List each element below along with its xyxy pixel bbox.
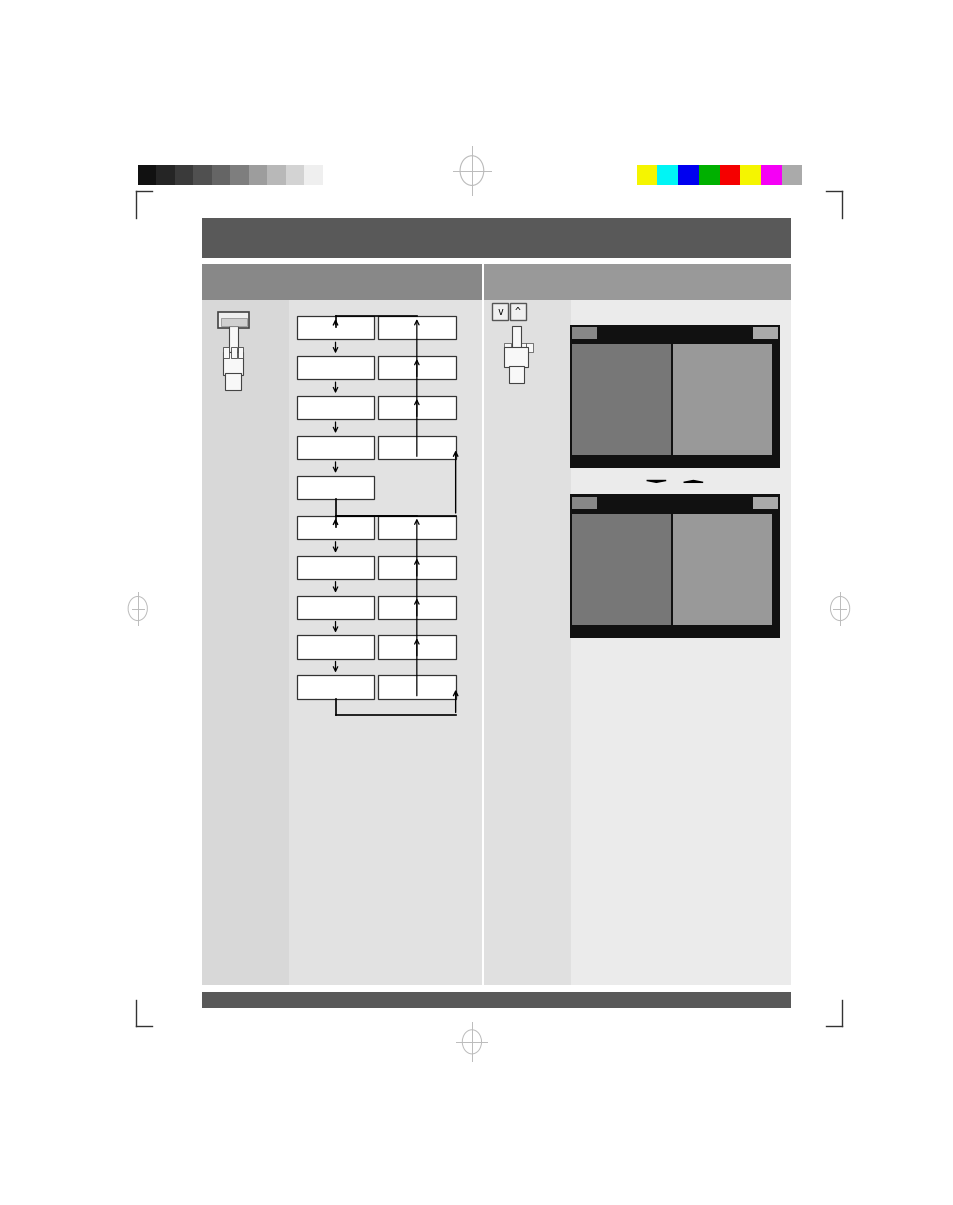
Bar	[509, 304, 525, 321]
Bar	[571, 513, 670, 625]
Bar	[296, 436, 374, 459]
Text: ^: ^	[515, 306, 520, 317]
Bar	[569, 324, 780, 342]
Bar	[571, 498, 597, 509]
Bar	[377, 436, 456, 459]
Bar	[296, 556, 374, 578]
Bar	[492, 304, 508, 321]
Bar	[304, 165, 322, 186]
Polygon shape	[683, 481, 702, 482]
Bar	[699, 165, 719, 186]
Bar	[377, 556, 456, 578]
Bar	[267, 165, 285, 186]
Bar	[672, 513, 771, 625]
Bar	[719, 165, 740, 186]
Bar	[137, 165, 156, 186]
Bar	[223, 347, 229, 358]
Bar	[174, 165, 193, 186]
Bar	[229, 327, 237, 352]
Bar	[296, 316, 374, 340]
Bar	[637, 165, 657, 186]
Bar	[752, 328, 778, 339]
Bar	[377, 595, 456, 618]
Bar	[569, 324, 780, 469]
Bar	[483, 300, 790, 986]
Bar	[296, 595, 374, 618]
Bar	[222, 352, 243, 375]
Bar	[518, 343, 525, 352]
Bar	[296, 635, 374, 659]
Bar	[672, 343, 771, 455]
Bar	[202, 300, 481, 986]
Bar	[218, 312, 249, 328]
Bar	[657, 165, 678, 186]
Bar	[285, 165, 304, 186]
Bar	[377, 316, 456, 340]
Bar	[296, 357, 374, 380]
Bar	[525, 343, 532, 352]
Bar	[752, 498, 778, 509]
Bar	[569, 627, 780, 639]
Bar	[377, 635, 456, 659]
Bar	[512, 343, 518, 352]
Bar	[740, 165, 760, 186]
Bar	[504, 343, 511, 352]
Bar	[483, 264, 790, 300]
Bar	[225, 372, 241, 389]
Bar	[781, 165, 801, 186]
Bar	[296, 396, 374, 419]
Bar	[571, 328, 597, 339]
Text: v: v	[497, 306, 502, 317]
Bar	[569, 494, 780, 512]
Bar	[231, 347, 236, 358]
Polygon shape	[646, 481, 665, 482]
Bar	[202, 264, 481, 300]
Bar	[508, 366, 523, 383]
Bar	[296, 516, 374, 539]
Bar	[220, 318, 247, 325]
Bar	[202, 992, 790, 1009]
Bar	[212, 165, 230, 186]
Bar	[377, 675, 456, 699]
Bar	[483, 300, 571, 986]
Bar	[296, 675, 374, 699]
Bar	[678, 165, 699, 186]
Bar	[504, 347, 528, 368]
Bar	[377, 396, 456, 419]
Bar	[230, 165, 249, 186]
Bar	[296, 476, 374, 499]
Bar	[377, 516, 456, 539]
Bar	[569, 457, 780, 469]
Bar	[249, 165, 267, 186]
Bar	[202, 300, 289, 986]
Bar	[571, 343, 670, 455]
Bar	[156, 165, 174, 186]
Bar	[377, 357, 456, 380]
Bar	[512, 325, 520, 348]
Bar	[193, 165, 212, 186]
Bar	[237, 347, 243, 358]
Bar	[202, 218, 790, 258]
Bar	[569, 494, 780, 639]
Bar	[760, 165, 781, 186]
